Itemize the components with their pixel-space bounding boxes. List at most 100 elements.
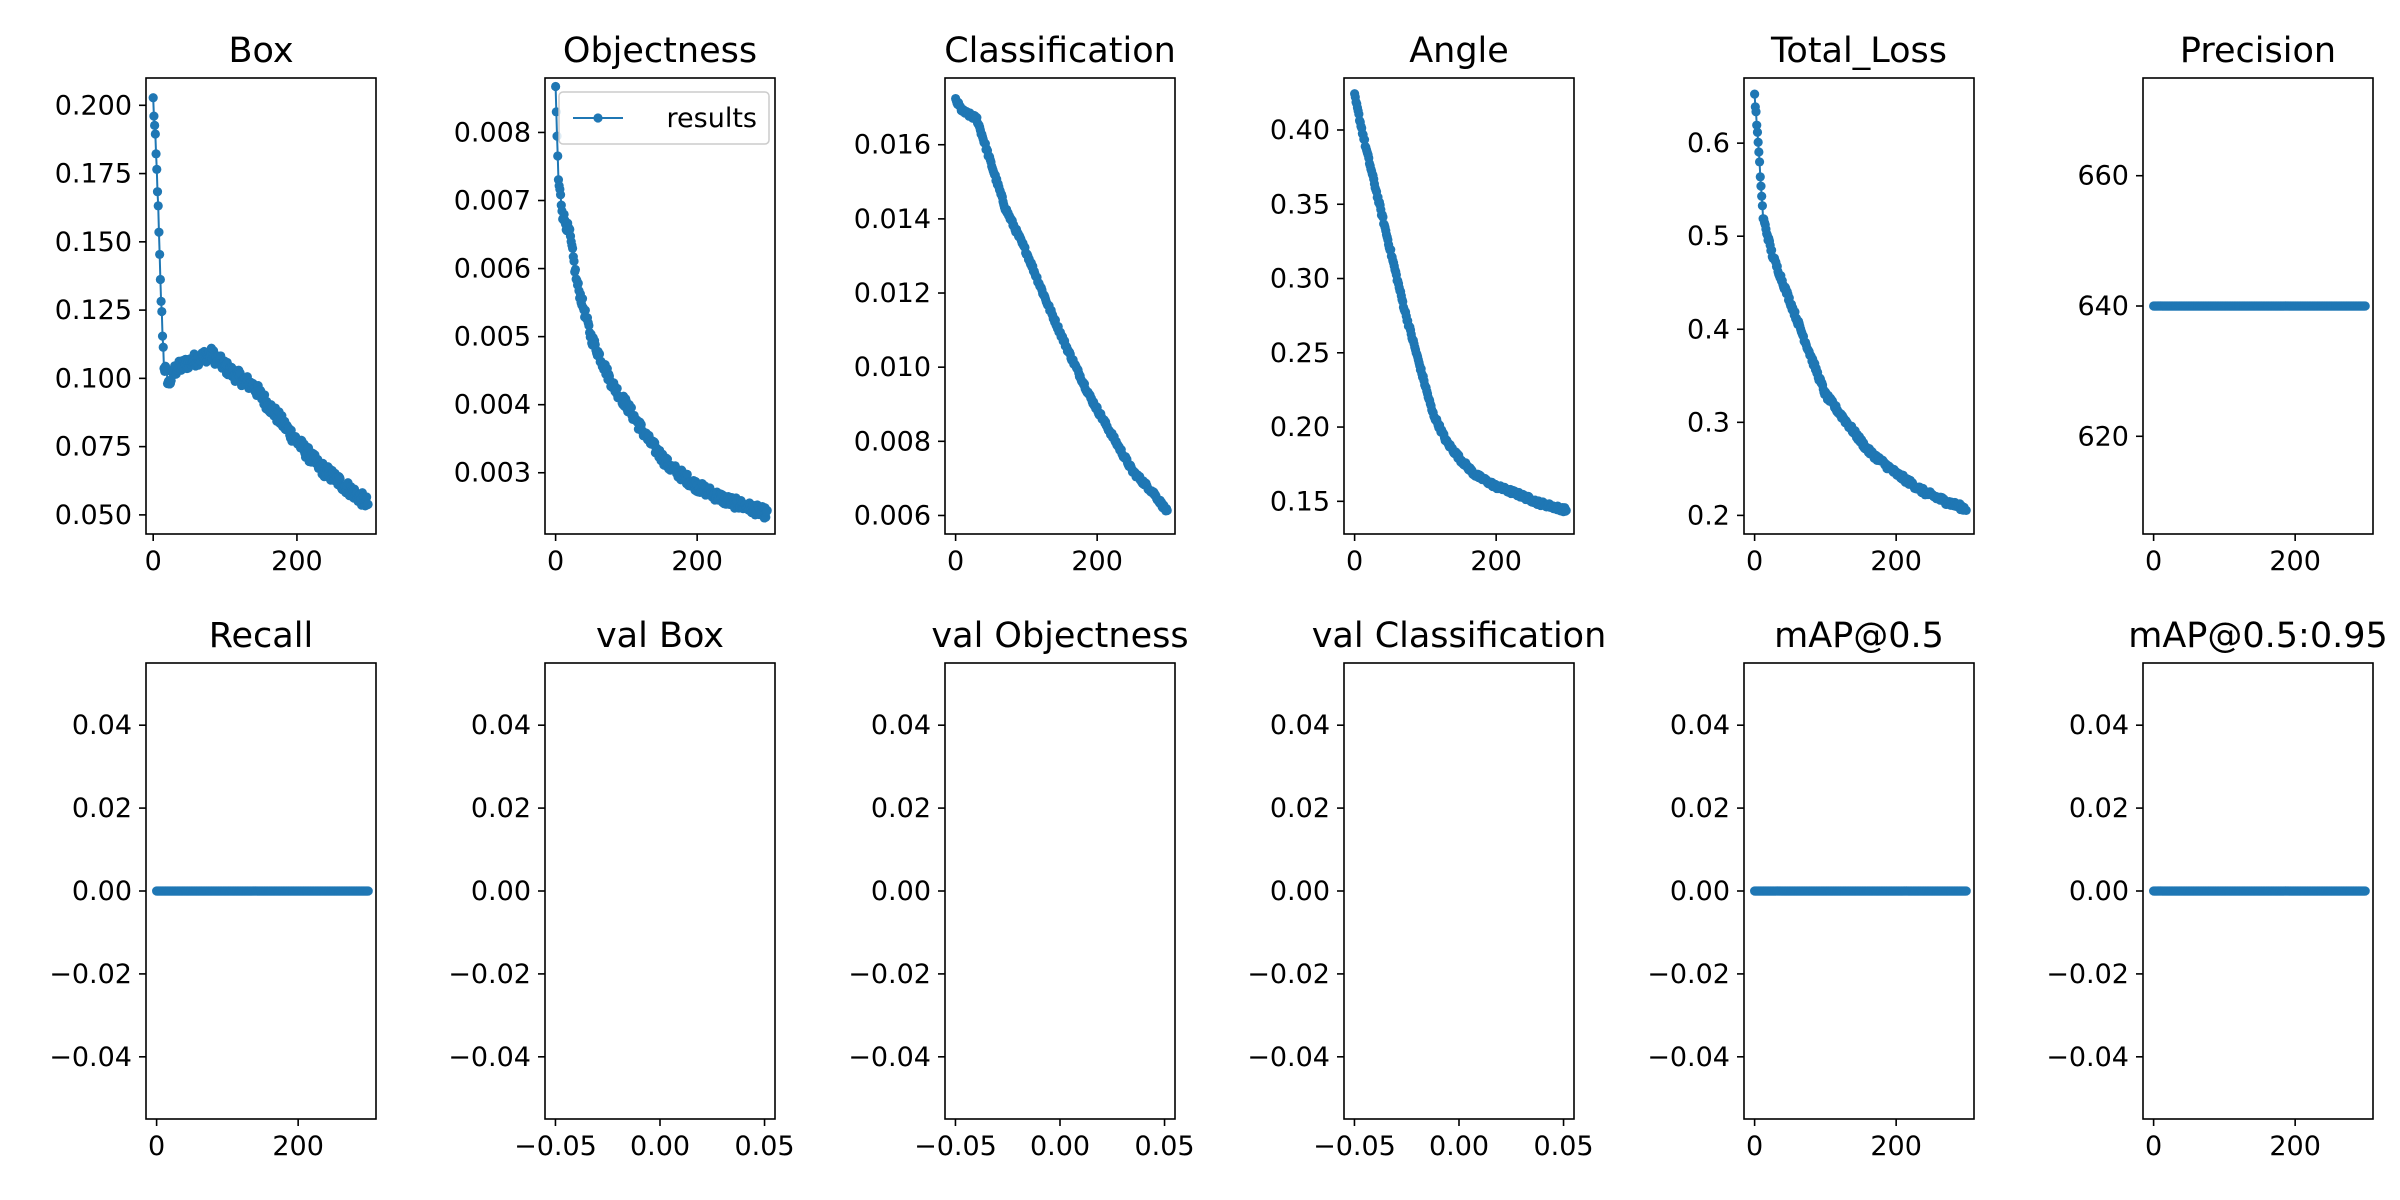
- axes-frame: [544, 77, 776, 535]
- y-tick-label: 0.35: [1270, 189, 1330, 220]
- data-point: [565, 224, 575, 234]
- x-tick-label: 0: [547, 546, 564, 577]
- legend: results: [558, 91, 770, 145]
- data-point: [152, 187, 163, 197]
- y-tick-label: −0.02: [448, 959, 531, 990]
- data-point: [154, 227, 164, 237]
- y-tick-label: 0.00: [72, 876, 132, 907]
- data-point: [1561, 505, 1571, 516]
- data-point: [1359, 135, 1370, 145]
- axes-frame: [1743, 77, 1975, 535]
- x-tick-label: 200: [1870, 546, 1922, 577]
- data-point: [762, 505, 772, 516]
- x-tick-label: −0.05: [1313, 1131, 1396, 1162]
- x-tick-label: 200: [2269, 1131, 2321, 1162]
- subplot-val-objectness: val Objectness −0.04 −0.02 0.00 0.02 0.04 −0.0…: [848, 616, 1194, 1162]
- y-tick-label: −0.02: [49, 959, 132, 990]
- data-point: [1754, 157, 1765, 167]
- y-tick-label: 0.00: [871, 876, 931, 907]
- y-tick-label: 0.2: [1687, 500, 1730, 531]
- y-tick-label: 0.006: [454, 254, 531, 285]
- legend-marker: [593, 113, 603, 123]
- subplot-classification: Classification 0.006 0.008 0.010 0.012 0.014 0…: [854, 31, 1176, 577]
- data-point: [1754, 147, 1764, 157]
- y-tick-label: 0.050: [55, 500, 132, 531]
- y-tick-label: 620: [2077, 421, 2129, 452]
- data-point: [1162, 505, 1172, 516]
- x-tick-label: 200: [2269, 546, 2321, 577]
- y-tick-label: 0.150: [55, 227, 132, 258]
- subplot-total-loss: Total_Loss 0.2 0.3 0.4 0.5 0.6 0 200: [1687, 31, 1975, 577]
- data-point: [363, 886, 373, 896]
- y-tick-label: 660: [2077, 161, 2129, 192]
- subplot-box: Box 0.050 0.075 0.100 0.125 0.150 0.175 0.200 0 2…: [55, 31, 377, 577]
- x-tick-label: 0: [1346, 546, 1363, 577]
- x-tick-label: 0: [1746, 1131, 1763, 1162]
- data-point: [1750, 89, 1760, 99]
- x-tick-label: 0: [145, 546, 162, 577]
- x-tick-label: 0.05: [1533, 1131, 1593, 1162]
- data-point: [580, 305, 590, 315]
- y-tick-label: 0.008: [454, 117, 531, 148]
- subplot-title: Precision: [2180, 31, 2336, 71]
- y-tick-label: −0.04: [1647, 1042, 1730, 1073]
- x-tick-label: 200: [271, 546, 323, 577]
- subplot-title: Box: [228, 31, 293, 71]
- subplot-title: Recall: [209, 616, 313, 656]
- data-point: [594, 349, 605, 359]
- x-tick-label: 0.00: [630, 1131, 690, 1162]
- y-tick-label: −0.04: [1247, 1042, 1330, 1073]
- data-point: [568, 243, 578, 253]
- data-point: [555, 190, 566, 200]
- data-point: [1755, 172, 1765, 182]
- y-tick-label: −0.04: [49, 1042, 132, 1073]
- x-tick-label: 0: [148, 1131, 165, 1162]
- data-point: [584, 320, 594, 331]
- data-point: [1961, 886, 1971, 896]
- y-tick-label: 0.125: [55, 295, 132, 326]
- y-tick-label: 0.30: [1270, 264, 1330, 295]
- x-tick-label: 0: [2145, 546, 2162, 577]
- data-point: [158, 342, 168, 352]
- data-point: [569, 256, 579, 266]
- data-point: [553, 151, 563, 161]
- x-tick-label: 0.00: [1429, 1131, 1489, 1162]
- subplot-title: val Box: [596, 616, 724, 656]
- y-tick-label: 0.02: [1270, 793, 1330, 824]
- data-point: [1757, 191, 1767, 201]
- y-tick-label: 0.010: [854, 352, 931, 383]
- y-tick-label: 0.00: [471, 876, 531, 907]
- subplot-title: Angle: [1409, 31, 1509, 71]
- x-tick-label: −0.05: [514, 1131, 597, 1162]
- subplot-recall: Recall −0.04 −0.02 0.00 0.02 0.04 0 200: [49, 616, 377, 1162]
- y-tick-label: 0.007: [454, 186, 531, 217]
- data-point: [1753, 137, 1763, 147]
- y-tick-label: −0.04: [848, 1042, 931, 1073]
- subplot-angle: Angle 0.15 0.20 0.25 0.30 0.35 0.40 0 200: [1270, 31, 1575, 577]
- x-tick-label: 0.00: [1030, 1131, 1090, 1162]
- y-tick-label: 0.02: [72, 793, 132, 824]
- data-point: [551, 81, 561, 92]
- y-tick-label: 0.175: [55, 159, 132, 190]
- y-tick-label: −0.02: [848, 959, 931, 990]
- y-tick-label: 0.5: [1687, 221, 1730, 252]
- y-tick-label: 0.20: [1270, 412, 1330, 443]
- data-point: [153, 201, 163, 211]
- y-tick-label: 0.200: [55, 90, 132, 121]
- y-tick-label: 0.00: [1670, 876, 1730, 907]
- data-point: [148, 93, 158, 103]
- data-point: [612, 383, 622, 394]
- y-tick-label: 0.02: [471, 793, 531, 824]
- subplot-title: Total_Loss: [1770, 31, 1947, 71]
- x-tick-label: 200: [272, 1131, 324, 1162]
- y-tick-label: 0.02: [871, 793, 931, 824]
- x-tick-label: 200: [1071, 546, 1123, 577]
- y-tick-label: 0.04: [1270, 710, 1330, 741]
- y-tick-label: 0.003: [454, 458, 531, 489]
- data-point: [626, 403, 636, 413]
- x-tick-label: 0: [2145, 1131, 2162, 1162]
- y-tick-label: 640: [2077, 291, 2129, 322]
- data-point: [1757, 201, 1767, 211]
- y-tick-label: 0.04: [2069, 710, 2129, 741]
- data-point: [662, 454, 673, 464]
